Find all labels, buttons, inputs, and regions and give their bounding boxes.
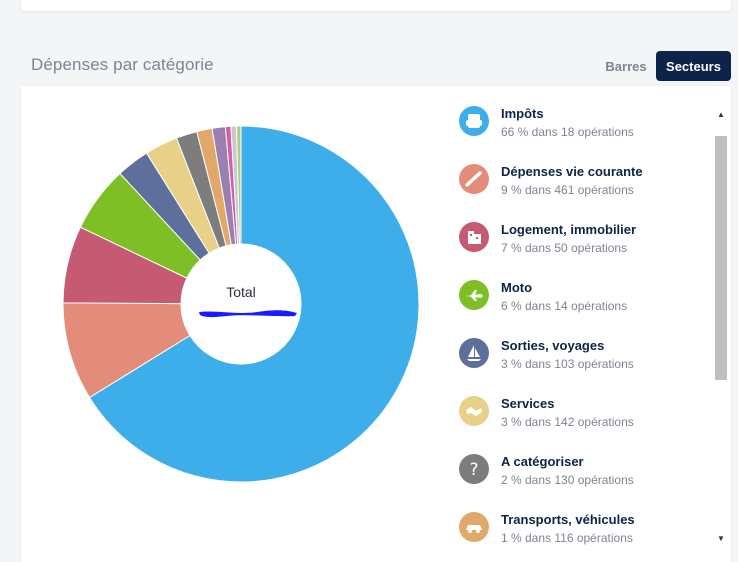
car-icon	[459, 512, 489, 542]
category-chart-card: Total Impôts 66 % dans 18 opérations Dépen…	[21, 86, 731, 562]
plane-icon	[459, 280, 489, 310]
legend-item-detail: 7 % dans 50 opérations	[501, 241, 628, 255]
daily-expenses-icon	[459, 164, 489, 194]
category-pie-chart[interactable]	[61, 124, 421, 484]
legend-item-name: Impôts	[501, 106, 544, 121]
legend-item-logement-immobilier[interactable]: Logement, immobilier 7 % dans 50 opératio…	[459, 222, 717, 280]
tax-icon	[459, 106, 489, 136]
legend-item-name: Logement, immobilier	[501, 222, 637, 237]
handshake-icon	[459, 396, 489, 426]
svg-text:?: ?	[469, 460, 478, 480]
legend-scrollbar[interactable]: ▲ ▼	[713, 106, 729, 546]
legend-item-name: Sorties, voyages	[501, 338, 605, 353]
legend-item-moto[interactable]: Moto 6 % dans 14 opérations	[459, 280, 717, 338]
question-mark-icon: ?	[459, 454, 489, 484]
previous-panel-edge	[21, 0, 731, 11]
legend-item-name: Services	[501, 396, 555, 411]
scroll-up-arrow-icon[interactable]: ▲	[717, 109, 725, 119]
legend-item-sorties-voyages[interactable]: Sorties, voyages 3 % dans 103 opérations	[459, 338, 717, 396]
legend-item-name: Moto	[501, 280, 533, 295]
bars-view-toggle[interactable]: Barres	[605, 58, 647, 74]
pie-slice-other-11[interactable]	[236, 125, 242, 245]
legend-item-name: Dépenses vie courante	[501, 164, 643, 179]
section-title: Dépenses par catégorie	[31, 55, 214, 74]
sailboat-icon	[459, 338, 489, 368]
legend-item-name: A catégoriser	[501, 454, 584, 469]
legend-item-a-categoriser[interactable]: ? A catégoriser 2 % dans 130 opérations	[459, 454, 717, 512]
legend-item-detail: 2 % dans 130 opérations	[501, 473, 634, 487]
total-label: Total	[226, 284, 256, 300]
pie-view-toggle[interactable]: Secteurs	[656, 51, 731, 81]
scroll-down-arrow-icon[interactable]: ▼	[717, 533, 725, 543]
legend-item-services[interactable]: Services 3 % dans 142 opérations	[459, 396, 717, 454]
pie-slice-imp-ts[interactable]	[88, 125, 420, 483]
legend-item-detail: 3 % dans 103 opérations	[501, 357, 634, 371]
scroll-thumb[interactable]	[715, 136, 727, 380]
legend-item-detail: 6 % dans 14 opérations	[501, 299, 628, 313]
legend-item-depenses-vie-courante[interactable]: Dépenses vie courante 9 % dans 461 opérat…	[459, 164, 717, 222]
legend-item-detail: 66 % dans 18 opérations	[501, 125, 634, 139]
building-icon	[459, 222, 489, 252]
redaction-scribble	[199, 310, 297, 318]
legend-item-name: Transports, véhicules	[501, 512, 635, 527]
legend-item-detail: 9 % dans 461 opérations	[501, 183, 634, 197]
legend-item-detail: 1 % dans 116 opérations	[501, 531, 633, 545]
legend-item-detail: 3 % dans 142 opérations	[501, 415, 634, 429]
legend-item-transports-vehicules[interactable]: Transports, véhicules 1 % dans 116 opérat…	[459, 512, 717, 546]
category-legend: Impôts 66 % dans 18 opérations Dépenses vi…	[459, 106, 717, 546]
legend-item-impots[interactable]: Impôts 66 % dans 18 opérations	[459, 106, 717, 164]
